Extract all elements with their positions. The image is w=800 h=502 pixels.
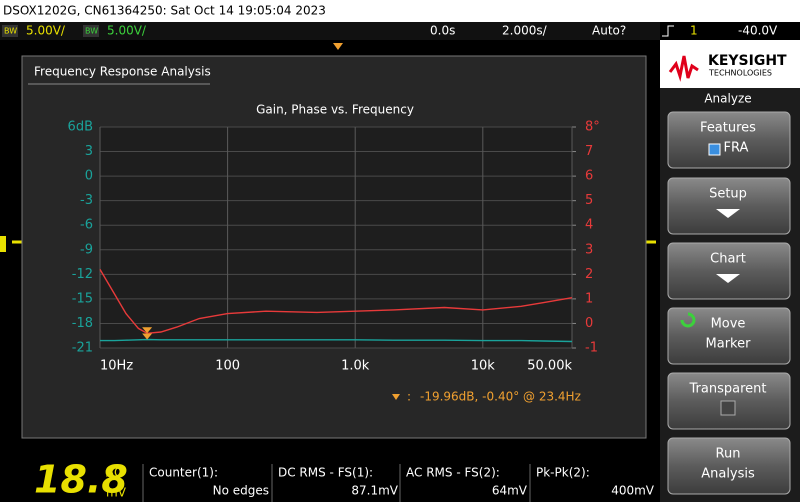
y2-tick-label: 7 [585, 144, 593, 159]
softkey-label: Setup [709, 187, 747, 202]
menu-title: Analyze [704, 92, 751, 106]
softkey-label: Chart [710, 252, 746, 267]
softkey-label: Run [716, 447, 741, 462]
x-tick-label: 1.0k [341, 359, 370, 374]
y2-tick-label: 0 [585, 316, 593, 331]
y2-tick-label: 4 [585, 218, 593, 233]
measurement-label: AC RMS - FS(2): [406, 466, 500, 480]
measurement-label: Counter(1): [149, 466, 218, 480]
trigger-mode: Auto? [592, 24, 626, 38]
softkey-sub: FRA [724, 141, 749, 156]
trigger-icon [662, 25, 674, 37]
chart-title: Gain, Phase vs. Frequency [256, 103, 414, 117]
bw-badge [83, 25, 99, 37]
x-tick-label: 50.00k [527, 359, 572, 374]
arrow-icon [716, 274, 740, 283]
bw-badge [2, 25, 18, 37]
title: DSOX1202G, CN61364250: Sat Oct 14 19:05:… [3, 4, 326, 18]
status-row [0, 22, 660, 40]
y2-tick-label: 3 [585, 242, 593, 257]
y-tick-label: 0 [85, 169, 93, 184]
move-icon [680, 312, 696, 328]
measurement-value: No edges [213, 484, 269, 498]
ch1-scale: 5.00V/ [26, 24, 66, 38]
title-bar [0, 0, 800, 22]
softkey-label: Transparent [689, 382, 767, 397]
y2-tick-label: 1 [585, 291, 593, 306]
measurement-value: 87.1mV [351, 484, 398, 498]
softkey-label: Features [700, 121, 756, 136]
y-tick-label: -12 [72, 267, 93, 282]
checkbox [720, 400, 736, 416]
timebase: 2.000s/ [502, 24, 548, 38]
softkey-sub: Marker [706, 337, 752, 352]
marker [142, 327, 153, 334]
ch2-bw: BW [85, 27, 98, 36]
x-tick-label: 10k [471, 359, 496, 374]
softkey[interactable] [667, 111, 791, 169]
series-line [100, 338, 573, 343]
y-tick-label: -9 [80, 242, 93, 257]
brand: KEYSIGHT [708, 53, 787, 69]
softkey[interactable] [667, 242, 791, 300]
y2-tick-label: 8° [585, 120, 600, 135]
marker [142, 333, 153, 340]
softkey-sub: Analysis [701, 467, 755, 482]
marker-legend-icon [392, 394, 400, 400]
delay: 0.0s [430, 24, 455, 38]
softkey[interactable] [667, 437, 791, 495]
marker-colon: : [407, 390, 411, 404]
measurement-value: 64mV [492, 484, 528, 498]
trigger-source: 1 [690, 24, 698, 38]
x-tick-label: 10Hz [100, 359, 133, 374]
panel-title: Frequency Response Analysis [34, 65, 211, 79]
measurement-label: Pk-Pk(2): [536, 466, 590, 480]
y-tick-label: -15 [72, 291, 93, 306]
y2-tick-label: 5 [585, 193, 593, 208]
series-line [99, 269, 573, 335]
meter-mode: AC [106, 466, 122, 480]
y-tick-label: -21 [72, 341, 93, 356]
fra-check [708, 143, 721, 156]
trigger-level: -40.0V [738, 24, 778, 38]
y2-tick-label: 2 [585, 267, 593, 282]
ch1-ground [0, 236, 6, 252]
content: DSOX1202G, CN61364250: Sat Oct 14 19:05:… [2, 4, 791, 502]
y-tick-label: 3 [85, 144, 93, 159]
ch2-scale: 5.00V/ [107, 24, 147, 38]
status-bar [0, 462, 660, 502]
meter-display: 18.8 [34, 458, 128, 502]
brand-sub: TECHNOLOGIES [708, 69, 772, 78]
y2-tick-label: -1 [585, 341, 598, 356]
y2-tick-label: 6 [585, 169, 593, 184]
y-tick-label: -3 [80, 193, 93, 208]
softkey-label: Move [711, 317, 746, 332]
marker-readout: -19.96dB, -0.40° @ 23.4Hz [420, 390, 581, 404]
y-tick-label: -18 [72, 316, 93, 331]
softkey[interactable] [667, 177, 791, 235]
y-tick-label: -6 [80, 218, 93, 233]
plot-area [100, 127, 572, 348]
delay-marker [333, 43, 343, 50]
ch1-bw: BW [4, 27, 17, 36]
softkey[interactable] [667, 307, 791, 365]
measurement-label: DC RMS - FS(1): [278, 466, 373, 480]
x-tick-label: 100 [215, 359, 240, 374]
meter-unit: mV [106, 486, 127, 500]
measurement-value: 400mV [611, 484, 655, 498]
logo-wave [668, 55, 699, 82]
arrow-icon [716, 209, 740, 218]
y-tick-label: 6dB [68, 120, 93, 135]
